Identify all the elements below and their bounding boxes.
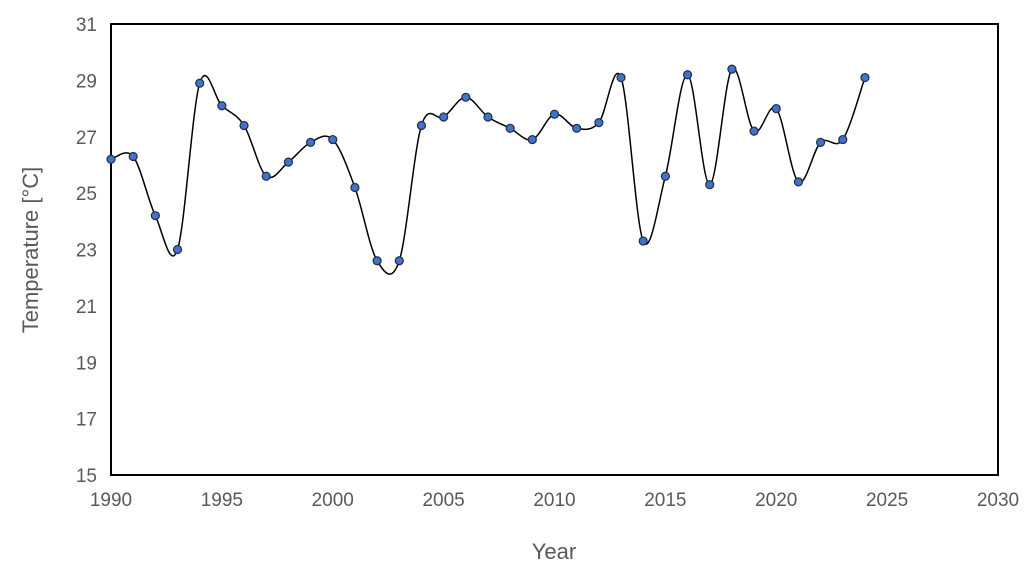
data-point: [594, 118, 604, 128]
y-tick-label: 19: [76, 353, 97, 374]
data-point: [416, 120, 427, 131]
data-point: [128, 151, 138, 162]
x-tick-label: 2030: [977, 490, 1019, 511]
data-point: [461, 92, 471, 102]
y-tick-label: 29: [76, 71, 97, 92]
data-point: [261, 171, 271, 181]
data-point: [328, 134, 338, 145]
data-point: [793, 177, 804, 187]
data-point: [172, 244, 183, 255]
data-point: [283, 157, 293, 167]
data-points: [106, 64, 870, 266]
y-tick-label: 21: [76, 297, 97, 318]
y-tick-label: 25: [76, 184, 97, 205]
data-point: [549, 109, 560, 119]
data-point: [838, 134, 848, 145]
y-tick-label: 27: [76, 128, 97, 149]
x-tick-label: 2025: [866, 490, 908, 511]
data-point: [815, 137, 826, 147]
data-point: [572, 123, 582, 133]
data-point: [860, 72, 870, 83]
data-point: [150, 211, 160, 221]
data-point: [372, 256, 382, 266]
data-point: [505, 123, 515, 133]
y-tick-label: 17: [76, 410, 97, 431]
y-tick-label: 31: [76, 15, 97, 36]
data-point: [527, 134, 537, 145]
data-point: [195, 78, 205, 88]
data-point: [616, 72, 626, 83]
x-tick-label: 2015: [644, 490, 686, 511]
data-point: [350, 182, 360, 193]
data-point: [660, 171, 670, 181]
data-point: [439, 112, 449, 122]
data-point: [106, 154, 116, 164]
data-point: [727, 64, 737, 74]
x-tick-label: 2020: [755, 490, 797, 511]
data-point: [239, 120, 249, 131]
data-point: [305, 137, 316, 147]
data-point: [705, 180, 715, 190]
x-tick-label: 2005: [422, 490, 464, 511]
x-tick-label: 1990: [90, 490, 132, 511]
x-tick-label: 2010: [533, 490, 575, 511]
data-point: [638, 236, 648, 246]
y-axis-ticks: 15 17 19 21 23 25 27 29 31: [76, 15, 97, 487]
y-axis-title: Temperature [°C]: [18, 167, 43, 334]
smoothed-series-line: [110, 67, 866, 275]
data-point: [483, 112, 493, 122]
plot-frame: [110, 23, 999, 476]
data-point: [771, 103, 781, 114]
data-point: [749, 126, 759, 136]
data-point: [217, 101, 227, 111]
x-axis-title: Year: [532, 539, 576, 564]
x-tick-label: 1995: [201, 490, 243, 511]
x-axis-ticks: 1990 1995 2000 2005 2010 2015 2020 2025 2030: [90, 490, 1019, 511]
x-tick-label: 2000: [312, 490, 354, 511]
data-point: [682, 70, 693, 80]
data-point: [394, 256, 404, 266]
y-tick-label: 15: [76, 466, 97, 487]
y-tick-label: 23: [76, 241, 97, 262]
